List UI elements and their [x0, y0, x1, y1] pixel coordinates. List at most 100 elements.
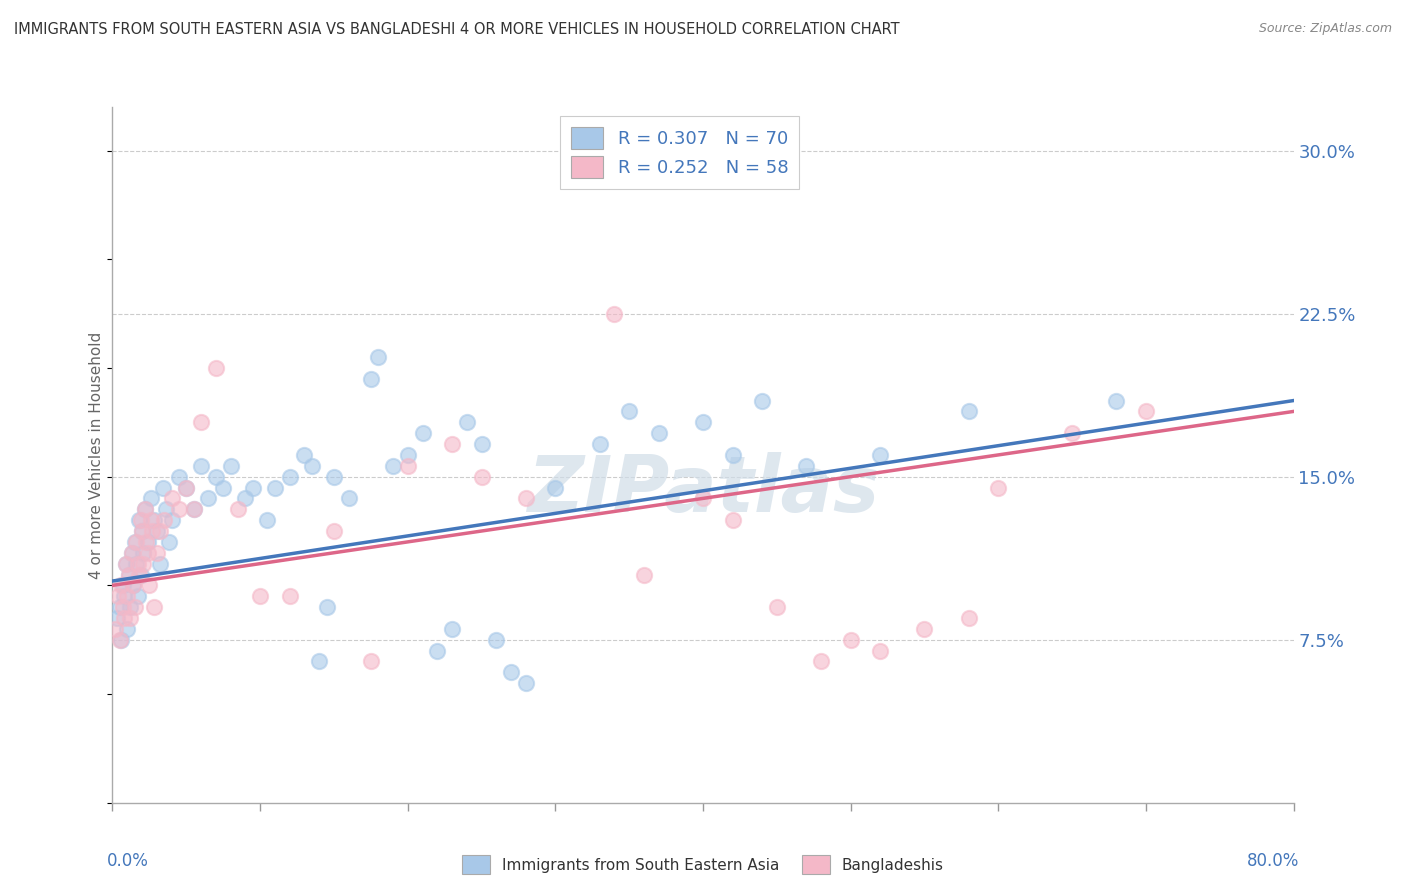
Point — [839, 632, 862, 647]
Point — [122, 578, 145, 592]
Point — [122, 578, 145, 592]
Point — [869, 448, 891, 462]
Point — [441, 622, 464, 636]
Point — [1062, 426, 1084, 441]
Point — [470, 437, 494, 451]
Point — [692, 491, 714, 506]
Point — [107, 589, 129, 603]
Point — [242, 481, 264, 495]
Point — [367, 350, 389, 364]
Point — [647, 426, 671, 441]
Point — [574, 165, 596, 179]
Point — [131, 524, 153, 538]
Point — [111, 600, 134, 615]
Point — [131, 524, 153, 538]
Point — [112, 589, 135, 603]
Point — [278, 469, 301, 483]
Point — [190, 415, 212, 429]
Point — [105, 611, 128, 625]
Point — [120, 600, 142, 615]
Point — [360, 372, 382, 386]
Point — [157, 535, 180, 549]
Point — [124, 535, 146, 549]
Point — [112, 611, 135, 625]
Point — [501, 665, 523, 680]
Point — [174, 481, 197, 495]
Point — [190, 458, 212, 473]
Point — [721, 448, 744, 462]
Point — [128, 513, 150, 527]
Point — [957, 404, 980, 418]
Point — [226, 502, 249, 516]
Point — [155, 502, 177, 516]
Point — [110, 578, 132, 592]
Point — [308, 655, 330, 669]
Point — [153, 513, 176, 527]
Point — [118, 567, 141, 582]
Point — [108, 600, 131, 615]
Point — [104, 622, 127, 636]
Point — [117, 589, 138, 603]
Point — [766, 600, 789, 615]
Point — [360, 655, 382, 669]
Point — [197, 491, 219, 506]
Point — [134, 502, 156, 516]
Point — [337, 491, 360, 506]
Point — [456, 415, 478, 429]
Point — [603, 307, 626, 321]
Point — [110, 632, 132, 647]
Point — [139, 513, 162, 527]
Point — [132, 546, 155, 560]
Point — [249, 589, 271, 603]
Point — [167, 469, 190, 483]
Point — [264, 481, 287, 495]
Point — [167, 502, 190, 516]
Point — [515, 491, 537, 506]
Text: 80.0%: 80.0% — [1247, 852, 1299, 870]
Point — [412, 426, 434, 441]
Point — [149, 524, 172, 538]
Point — [160, 513, 183, 527]
Point — [183, 502, 205, 516]
Point — [121, 546, 143, 560]
Point — [121, 546, 143, 560]
Point — [544, 481, 567, 495]
Point — [125, 535, 148, 549]
Point — [396, 448, 419, 462]
Point — [129, 513, 152, 527]
Point — [1135, 404, 1157, 418]
Point — [796, 458, 818, 473]
Point — [633, 567, 655, 582]
Point — [869, 643, 891, 657]
Legend: Immigrants from South Eastern Asia, Bangladeshis: Immigrants from South Eastern Asia, Bang… — [456, 849, 950, 880]
Point — [323, 469, 346, 483]
Point — [485, 632, 508, 647]
Point — [914, 622, 936, 636]
Point — [205, 360, 228, 375]
Point — [132, 557, 155, 571]
Point — [619, 404, 641, 418]
Point — [174, 481, 197, 495]
Point — [396, 458, 419, 473]
Point — [183, 502, 205, 516]
Point — [1105, 393, 1128, 408]
Point — [125, 557, 148, 571]
Point — [205, 469, 228, 483]
Point — [146, 524, 169, 538]
Point — [382, 458, 405, 473]
Point — [128, 567, 150, 582]
Point — [212, 481, 235, 495]
Point — [957, 611, 980, 625]
Point — [114, 557, 136, 571]
Point — [315, 600, 337, 615]
Point — [515, 676, 537, 690]
Point — [135, 535, 157, 549]
Point — [256, 513, 278, 527]
Point — [108, 632, 131, 647]
Text: IMMIGRANTS FROM SOUTH EASTERN ASIA VS BANGLADESHI 4 OR MORE VEHICLES IN HOUSEHOL: IMMIGRANTS FROM SOUTH EASTERN ASIA VS BA… — [14, 22, 900, 37]
Point — [120, 611, 142, 625]
Point — [292, 448, 315, 462]
Point — [470, 469, 494, 483]
Point — [810, 655, 832, 669]
Point — [142, 600, 165, 615]
